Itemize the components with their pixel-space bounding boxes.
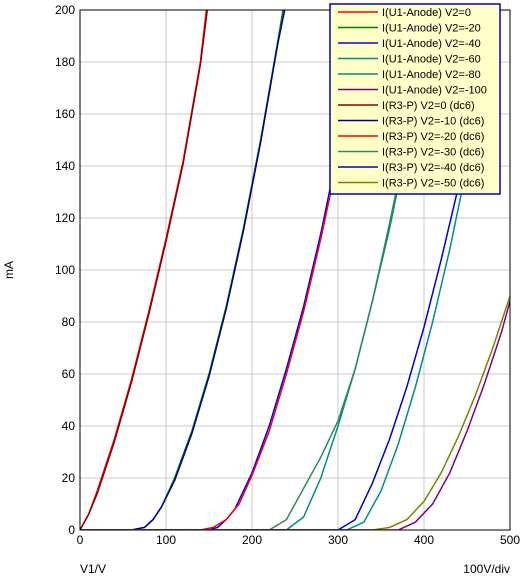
series-line-6 [80,10,209,530]
y-tick-label-6: 120 [55,211,75,225]
legend-label-6: I(R3-P) V2=0 (dc6) [382,100,475,112]
legend-label-4: I(U1-Anode) V2=-80 [382,69,481,81]
legend-label-1: I(U1-Anode) V2=-20 [382,23,481,35]
legend-label-8: I(R3-P) V2=-20 (dc6) [382,131,484,143]
x-tick-label-3: 300 [328,533,348,547]
x-tick-label-2: 200 [242,533,262,547]
y-tick-label-4: 80 [62,315,76,329]
series-line-5 [80,298,510,530]
legend-box [329,3,501,195]
y-tick-label-9: 180 [55,55,75,69]
x-tick-label-5: 500 [500,533,520,547]
legend-label-10: I(R3-P) V2=-40 (dc6) [382,162,484,174]
legend-label-3: I(U1-Anode) V2=-60 [382,54,481,66]
y-tick-label-3: 60 [62,367,76,381]
y-tick-label-5: 100 [55,263,75,277]
x-tick-label-4: 400 [414,533,434,547]
y-tick-label-1: 20 [62,471,76,485]
legend-label-0: I(U1-Anode) V2=0 [382,7,471,19]
y-tick-label-7: 140 [55,159,75,173]
plot-frame [79,9,511,531]
legend-label-2: I(U1-Anode) V2=-40 [382,38,481,50]
y-tick-label-8: 160 [55,107,75,121]
x-axis-label: V1/V [80,562,106,576]
x-tick-label-1: 100 [156,533,176,547]
legend-label-9: I(R3-P) V2=-30 (dc6) [382,147,484,159]
x-tick-label-0: 0 [77,533,84,547]
series-line-11 [80,294,510,530]
grid [79,9,511,531]
legend-label-5: I(U1-Anode) V2=-100 [382,85,487,97]
y-tick-label-2: 40 [62,419,76,433]
y-tick-labels: 0 20 40 60 80 100 120 140 160 180 200 [55,3,75,537]
x-scale-note: 100V/div [463,562,510,576]
legend-label-11: I(R3-P) V2=-50 (dc6) [382,178,484,190]
y-axis-label: mA [2,261,16,279]
legend-label-7: I(R3-P) V2=-10 (dc6) [382,116,484,128]
series-line-7 [80,10,286,530]
y-tick-label-0: 0 [68,523,75,537]
y-tick-label-10: 200 [55,3,75,17]
legend: I(U1-Anode) V2=0 I(U1-Anode) V2=-20 I(U1-A… [329,3,501,195]
x-tick-labels: 0 100 200 300 400 500 [77,533,521,547]
